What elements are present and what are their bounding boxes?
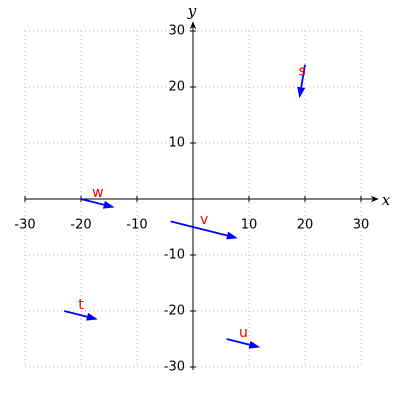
x-tick-label: 10: [241, 218, 258, 233]
vector: [80, 198, 115, 209]
y-tick-label: -20: [164, 304, 185, 319]
x-tick-label: 20: [297, 218, 314, 233]
vector-shaft: [80, 198, 105, 206]
x-tick-label: -10: [126, 218, 147, 233]
vector-head: [297, 86, 306, 99]
vector-shaft: [170, 220, 228, 237]
vector: [170, 220, 238, 240]
vector-shaft: [300, 64, 306, 88]
vector-label: t: [78, 297, 84, 313]
y-tick-label: 30: [168, 24, 185, 39]
vector-label: u: [239, 325, 248, 341]
vector: [226, 338, 261, 349]
vector-label: v: [200, 212, 208, 228]
vector-label: w: [92, 185, 103, 201]
x-axis-label: x: [382, 191, 391, 209]
x-tick-label: -30: [14, 218, 35, 233]
vector-head: [86, 312, 98, 321]
vector-shaft: [226, 338, 250, 346]
y-tick-label: -10: [164, 248, 185, 263]
vector-head: [248, 340, 261, 349]
vector: [63, 310, 98, 321]
y-axis-label: y: [187, 2, 197, 20]
y-tick-label: 10: [168, 136, 185, 151]
vector-head: [102, 200, 115, 209]
vector-shaft: [63, 310, 88, 318]
x-tick-label: -20: [70, 218, 91, 233]
x-tick-label: 30: [353, 218, 370, 233]
y-tick-label: 20: [168, 80, 185, 95]
y-tick-label: -30: [164, 360, 185, 375]
vector: [297, 64, 306, 99]
vector-head: [226, 231, 238, 240]
vector-label: s: [299, 63, 306, 79]
